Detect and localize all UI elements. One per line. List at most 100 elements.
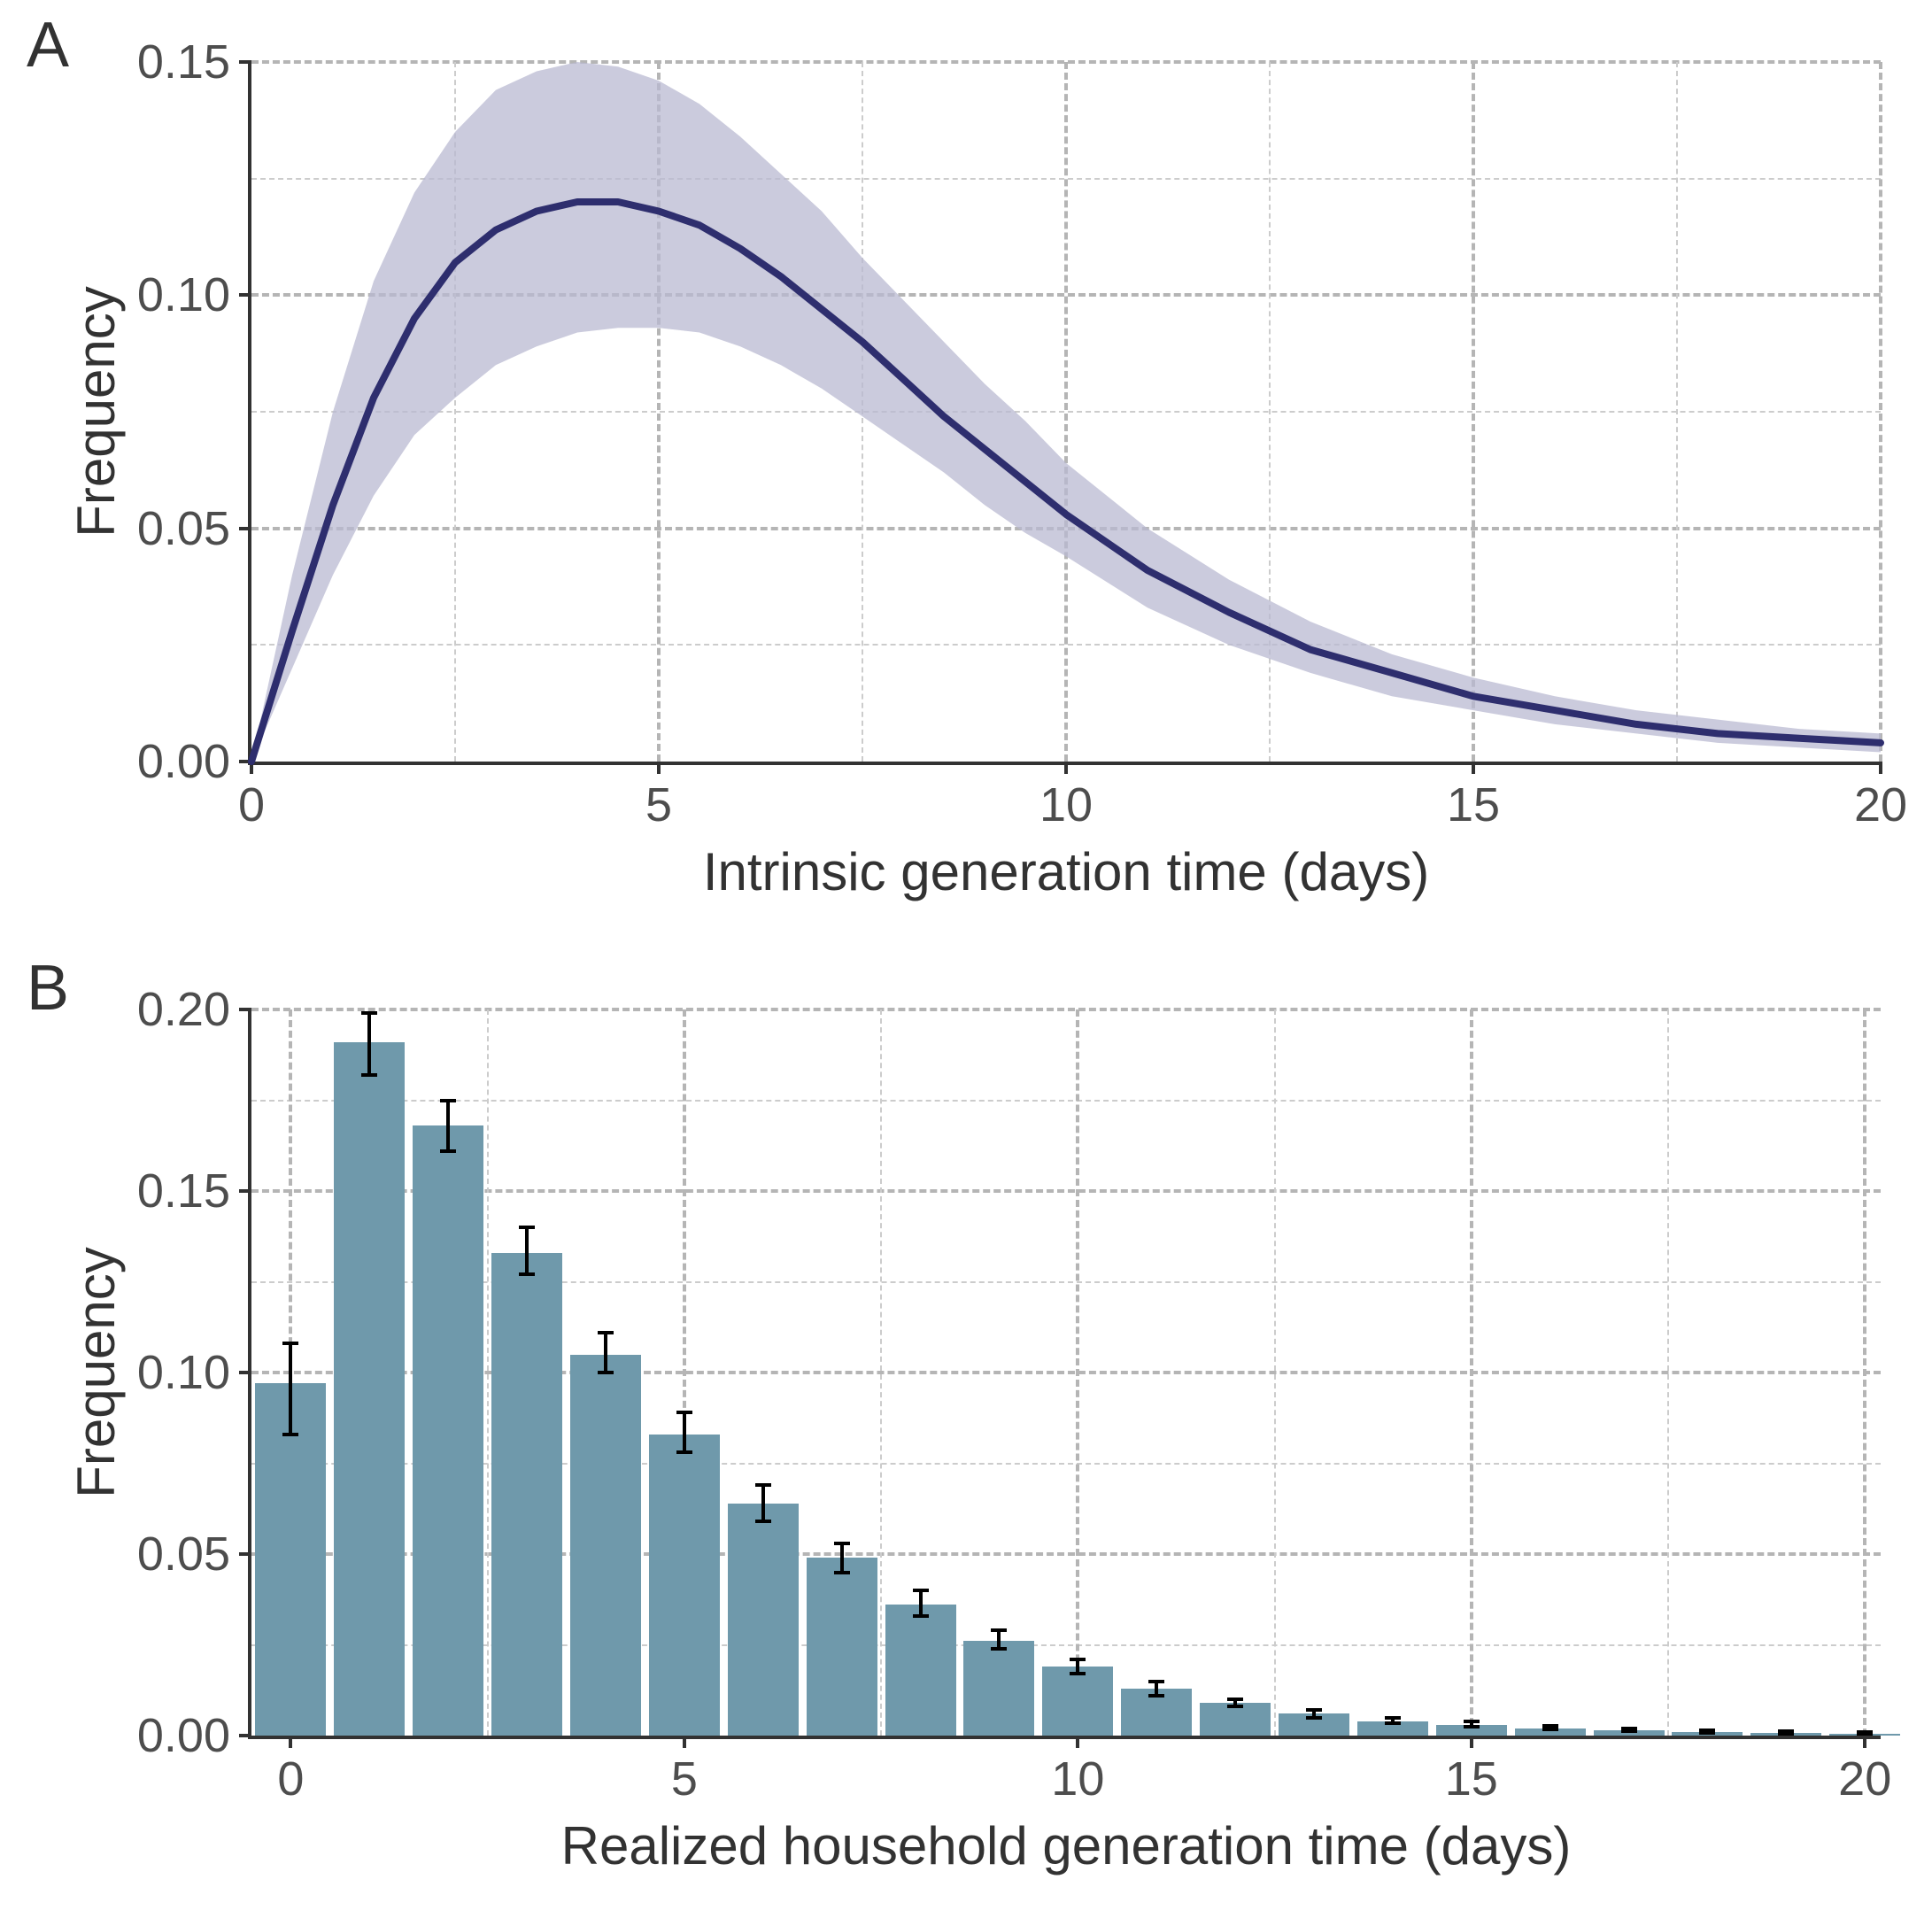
x-tick-mark [1064,762,1068,774]
error-cap [676,1450,692,1454]
y-tick-mark [239,1189,251,1193]
x-tick-label: 5 [645,777,672,832]
error-cap [1227,1705,1243,1708]
figure: A 0.000.050.100.1505101520Intrinsic gene… [0,0,1932,1918]
error-cap [1306,1716,1322,1720]
error-cap [1070,1658,1086,1661]
error-cap [1385,1716,1401,1720]
y-tick-mark [239,527,251,530]
error-bar [289,1343,292,1435]
error-cap [519,1226,535,1229]
error-cap [1778,1732,1794,1736]
error-cap [282,1433,298,1436]
error-cap [834,1571,850,1574]
error-bar [919,1590,923,1616]
error-cap [913,1614,929,1618]
x-tick-mark [1472,762,1475,774]
gridline-v-minor [880,1009,882,1736]
x-axis-title: Intrinsic generation time (days) [703,841,1429,902]
error-cap [440,1099,456,1102]
gridline-h-major [251,1008,1881,1011]
error-cap [1148,1680,1164,1683]
x-tick-label: 20 [1838,1752,1891,1806]
error-cap [1857,1732,1873,1736]
x-tick-label: 15 [1445,1752,1498,1806]
error-bar [604,1333,607,1373]
gridline-v-minor [1274,1009,1276,1736]
gridline-v-minor [487,1009,489,1736]
error-cap [598,1371,614,1374]
gridline-v-major [1076,1009,1079,1736]
x-tick-label: 0 [277,1752,304,1806]
bar [413,1125,483,1736]
error-bar [840,1543,844,1573]
error-cap [1464,1725,1480,1729]
x-tick-mark [1470,1736,1473,1748]
bar [728,1504,799,1736]
bar [491,1253,562,1736]
bar [807,1558,877,1736]
y-tick-mark [239,1552,251,1556]
bar [334,1042,405,1736]
y-tick-label: 0.10 [137,267,230,322]
x-axis-title: Realized household generation time (days… [561,1815,1572,1876]
error-cap [834,1542,850,1545]
error-cap [1070,1672,1086,1675]
error-cap [755,1483,771,1487]
x-tick-label: 15 [1447,777,1500,832]
error-cap [1621,1729,1637,1733]
y-tick-label: 0.15 [137,1164,230,1218]
y-tick-mark [239,1734,251,1737]
y-axis-title: Frequency [66,286,127,537]
error-cap [1385,1721,1401,1725]
error-bar [761,1485,765,1521]
panel-b-label: B [27,952,69,1025]
error-cap [1148,1694,1164,1698]
error-cap [519,1272,535,1276]
gridline-v-major [1470,1009,1473,1736]
x-tick-label: 5 [671,1752,698,1806]
error-bar [683,1412,686,1452]
error-cap [440,1149,456,1153]
y-axis-title: Frequency [66,1247,127,1497]
error-cap [1699,1731,1715,1735]
error-cap [676,1411,692,1414]
x-tick-mark [1879,762,1882,774]
error-bar [997,1630,1001,1649]
error-cap [991,1628,1007,1632]
bar [649,1435,720,1736]
x-tick-label: 0 [238,777,265,832]
y-tick-label: 0.00 [137,734,230,789]
error-cap [598,1331,614,1334]
panel-a-plot: 0.000.050.100.1505101520Intrinsic genera… [248,62,1881,765]
x-tick-mark [289,1736,292,1748]
error-cap [282,1342,298,1345]
y-tick-label: 0.05 [137,501,230,556]
error-cap [1542,1728,1558,1731]
y-tick-mark [239,1371,251,1374]
panel-a-svg [251,62,1881,762]
y-tick-label: 0.05 [137,1527,230,1582]
bar [1042,1667,1113,1736]
bar [885,1605,956,1736]
confidence-ribbon [251,62,1881,762]
gridline-h-minor [251,1100,1881,1102]
panel-b-plot: 0.000.050.100.150.2005101520Realized hou… [248,1009,1881,1739]
y-tick-mark [239,1008,251,1011]
gridline-v-major [1863,1009,1866,1736]
error-cap [755,1520,771,1523]
panel-a-label: A [27,9,69,81]
x-tick-mark [1863,1736,1866,1748]
x-tick-mark [683,1736,686,1748]
gridline-h-major [251,1189,1881,1193]
x-tick-label: 10 [1051,1752,1104,1806]
error-bar [446,1101,450,1151]
error-cap [1227,1698,1243,1701]
bar [255,1383,326,1736]
y-tick-label: 0.10 [137,1345,230,1400]
error-cap [1464,1720,1480,1723]
y-tick-mark [239,293,251,297]
y-tick-label: 0.15 [137,35,230,89]
error-cap [991,1647,1007,1651]
x-tick-mark [657,762,661,774]
